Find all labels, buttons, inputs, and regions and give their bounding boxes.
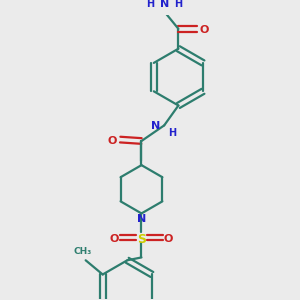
Text: N: N [137,214,146,224]
Text: O: O [199,25,208,35]
Text: S: S [137,232,146,246]
Text: H: H [146,0,154,9]
Text: O: O [108,136,117,146]
Text: H: H [174,0,182,9]
Text: CH₃: CH₃ [74,247,92,256]
Text: H: H [168,128,176,139]
Text: O: O [110,234,119,244]
Text: O: O [164,234,173,244]
Text: N: N [151,122,160,131]
Text: N: N [160,0,169,9]
